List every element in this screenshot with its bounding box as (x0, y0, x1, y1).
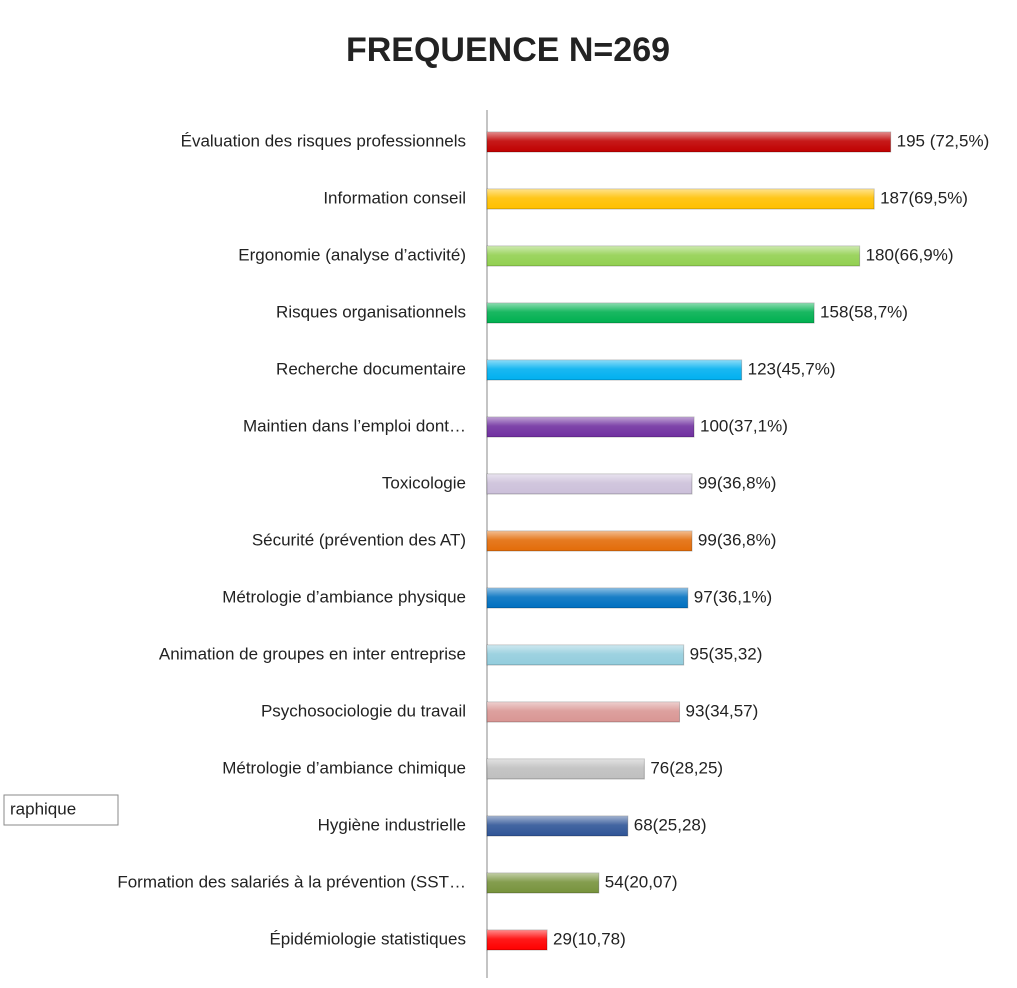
chart-title: FREQUENCE N=269 (346, 31, 670, 69)
value-label: 180(66,9%) (866, 245, 954, 264)
tooltip-box (3, 794, 119, 826)
category-label: Recherche documentaire (276, 359, 466, 378)
bar-shine (487, 930, 548, 950)
bar-shine (487, 474, 692, 494)
category-label: Métrologie d’ambiance chimique (222, 758, 466, 777)
category-label: Épidémiologie statistiques (269, 929, 466, 948)
value-label: 93(34,57) (686, 701, 759, 720)
bar-shine (487, 303, 815, 323)
category-label: Hygiène industrielle (318, 815, 466, 834)
value-label: 100(37,1%) (700, 416, 788, 435)
value-label: 187(69,5%) (880, 188, 968, 207)
bar-shine (487, 531, 692, 551)
bar-shine (487, 246, 860, 266)
category-label: Animation de groupes en inter entreprise (159, 644, 466, 663)
bar-shine (487, 816, 628, 836)
value-label: 123(45,7%) (748, 359, 836, 378)
value-label: 76(28,25) (650, 758, 723, 777)
bar-shine (487, 759, 645, 779)
value-label: 68(25,28) (634, 815, 707, 834)
category-label: Information conseil (323, 188, 466, 207)
bar-shine (487, 588, 688, 608)
value-label: 54(20,07) (605, 872, 678, 891)
category-label: Métrologie d’ambiance physique (222, 587, 466, 606)
bar-shine (487, 873, 599, 893)
bar-shine (487, 360, 742, 380)
bar-shine (487, 417, 694, 437)
bar-shine (487, 702, 680, 722)
tooltip: raphique (10, 799, 76, 818)
value-label: 158(58,7%) (820, 302, 908, 321)
bar-shine (487, 645, 684, 665)
category-label: Toxicologie (382, 473, 466, 492)
bar-shine (487, 132, 891, 152)
category-label: Sécurité (prévention des AT) (252, 530, 466, 549)
value-label: 99(36,8%) (698, 473, 776, 492)
category-label: Psychosociologie du travail (261, 701, 466, 720)
value-label: 95(35,32) (690, 644, 763, 663)
category-label: Évaluation des risques professionnels (181, 131, 466, 150)
value-label: 97(36,1%) (694, 587, 772, 606)
value-label: 195 (72,5%) (897, 131, 990, 150)
category-label: Formation des salariés à la prévention (… (117, 872, 466, 891)
category-label: Maintien dans l’emploi dont… (243, 416, 466, 435)
value-label: 99(36,8%) (698, 530, 776, 549)
bar-shine (487, 189, 875, 209)
value-label: 29(10,78) (553, 929, 626, 948)
category-label: Ergonomie (analyse d’activité) (238, 245, 466, 264)
category-label: Risques organisationnels (276, 302, 466, 321)
